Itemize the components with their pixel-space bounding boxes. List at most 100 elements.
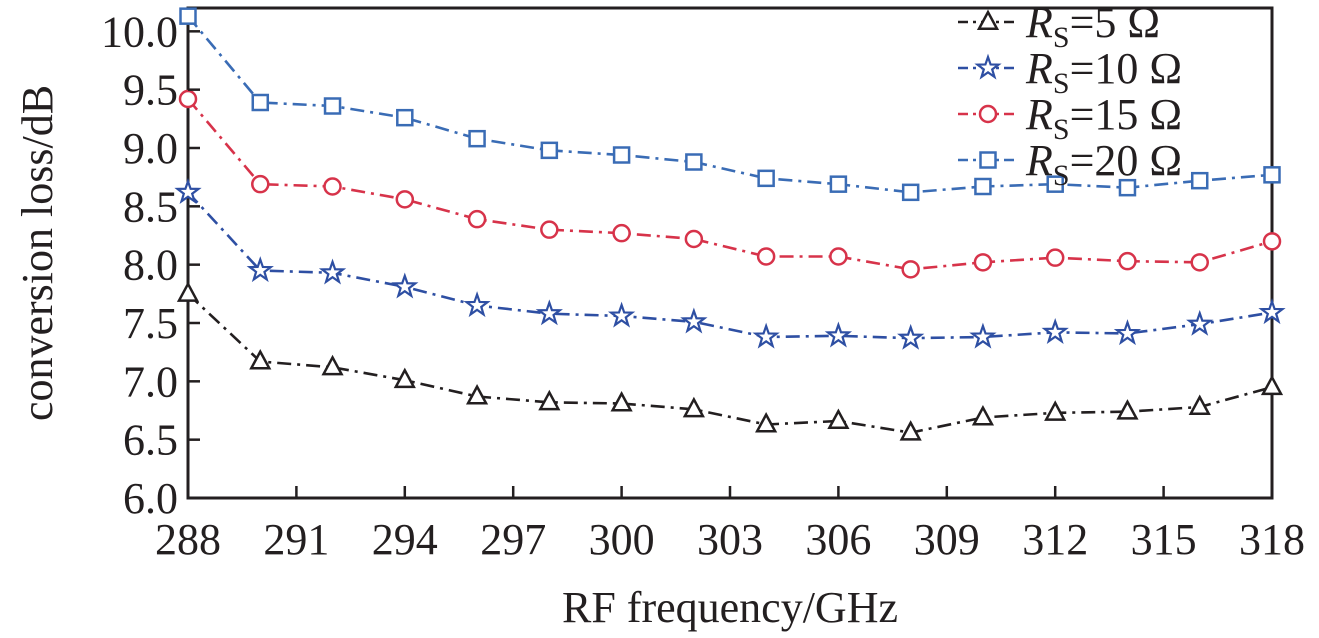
data-point-circle <box>829 247 848 266</box>
data-point-star <box>318 258 347 285</box>
y-tick-label: 8.0 <box>123 241 178 290</box>
legend-entry-4: RS=20 Ω <box>958 136 1182 192</box>
data-point-circle <box>612 223 631 243</box>
y-tick-label: 6.5 <box>123 416 178 465</box>
y-tick-label: 8.5 <box>123 182 178 231</box>
data-point-star <box>535 299 563 326</box>
series-line <box>187 15 1273 194</box>
data-point-circle <box>901 260 920 279</box>
data-point-star <box>463 291 491 318</box>
data-point-triangle <box>321 354 344 376</box>
x-tick-label: 312 <box>1022 515 1088 564</box>
series-line <box>187 98 1273 271</box>
data-point-triangle <box>176 281 200 302</box>
legend-label: RS=10 Ω <box>1025 44 1182 100</box>
data-point-circle <box>467 209 487 229</box>
data-point-star <box>752 322 780 349</box>
legend-entry-2: RS=10 Ω <box>958 44 1182 100</box>
legend: RS=5 ΩRS=10 ΩRS=15 ΩRS=20 Ω <box>958 0 1182 192</box>
legend-marker-circle <box>978 104 998 124</box>
series-layer <box>174 7 1286 441</box>
data-point-triangle <box>827 408 850 429</box>
x-tick-label: 309 <box>914 515 980 564</box>
data-point-circle <box>684 229 704 249</box>
data-point-triangle <box>682 396 705 418</box>
data-point-circle <box>395 190 415 209</box>
data-point-circle <box>540 220 559 239</box>
data-point-circle <box>1262 232 1282 251</box>
data-point-square <box>612 146 631 164</box>
data-point-star <box>824 321 853 348</box>
y-tick-label: 9.5 <box>123 66 178 115</box>
series-2 <box>174 177 1286 350</box>
data-point-triangle <box>393 367 416 389</box>
data-point-triangle <box>899 420 922 441</box>
data-point-circle <box>323 177 342 196</box>
y-tick-label: 7.0 <box>123 357 178 406</box>
data-point-triangle <box>1188 394 1211 415</box>
x-tick-label: 288 <box>155 515 221 564</box>
data-point-circle <box>1118 251 1137 271</box>
data-point-triangle <box>610 390 633 412</box>
data-point-star <box>391 272 419 299</box>
data-point-star <box>246 256 274 283</box>
data-point-square <box>829 175 848 193</box>
series-1 <box>176 281 1284 441</box>
data-point-star <box>897 323 925 350</box>
data-point-triangle <box>249 348 272 370</box>
x-tick-label: 291 <box>263 515 329 564</box>
y-tick-label: 10.0 <box>101 7 178 56</box>
data-point-star <box>1258 298 1286 325</box>
data-point-square <box>1046 175 1064 193</box>
data-point-star <box>1186 309 1214 336</box>
data-point-star <box>607 301 636 328</box>
data-point-square <box>974 177 992 196</box>
x-tick-label: 294 <box>372 515 438 564</box>
data-point-square <box>540 141 559 160</box>
data-point-square <box>323 97 342 115</box>
data-point-triangle <box>1044 400 1067 421</box>
data-point-star <box>1041 317 1069 344</box>
legend-entry-1: RS=5 Ω <box>958 0 1160 54</box>
data-point-square <box>901 183 920 202</box>
y-tick-label: 9.0 <box>123 124 178 173</box>
data-point-square <box>1190 171 1209 190</box>
data-point-square <box>1118 178 1137 197</box>
series-line <box>187 292 1273 434</box>
data-point-star <box>680 307 708 334</box>
y-axis-title: conversion loss/dB <box>13 85 62 421</box>
data-point-square <box>396 108 414 127</box>
data-point-circle <box>756 247 776 266</box>
tick-layer: 288 291 294 297 300 303 306 309 312 315 318 6.0 6.5 7… <box>101 7 1305 564</box>
y-tick-label: 6.0 <box>123 474 178 523</box>
legend-marker-star <box>974 53 1002 80</box>
series-3 <box>178 89 1282 279</box>
series-line <box>187 191 1273 340</box>
legend-entry-3: RS=15 Ω <box>958 90 1182 146</box>
y-tick-label: 7.5 <box>123 299 178 348</box>
data-point-star <box>1113 319 1142 346</box>
data-point-square <box>1263 166 1281 184</box>
legend-marker-triangle <box>976 9 1000 30</box>
legend-label: RS=5 Ω <box>1025 0 1160 54</box>
data-point-circle <box>1190 253 1209 272</box>
x-axis-title: RF frequency/GHz <box>562 583 898 632</box>
data-point-triangle <box>465 383 489 405</box>
data-point-triangle <box>1116 399 1139 420</box>
data-point-square <box>685 153 703 171</box>
legend-label: RS=15 Ω <box>1025 90 1182 146</box>
legend-label: RS=20 Ω <box>1025 136 1182 192</box>
data-point-circle <box>973 253 993 272</box>
data-point-triangle <box>755 411 778 433</box>
data-point-triangle <box>1260 374 1284 396</box>
series-4 <box>179 7 1281 202</box>
x-tick-label: 300 <box>589 515 655 564</box>
x-tick-label: 303 <box>697 515 763 564</box>
x-tick-label: 315 <box>1131 515 1197 564</box>
data-point-circle <box>178 89 198 109</box>
data-point-square <box>757 169 775 188</box>
legend-marker-square <box>979 151 997 169</box>
data-point-star <box>174 177 202 204</box>
x-tick-label: 297 <box>480 515 546 564</box>
